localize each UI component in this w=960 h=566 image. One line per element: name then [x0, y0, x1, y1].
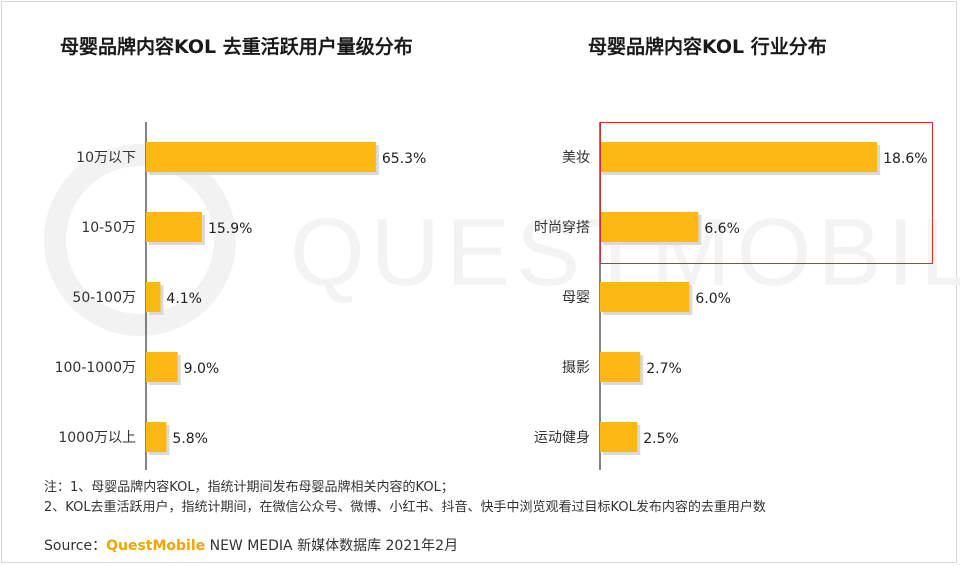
- right-bar-3: [600, 352, 641, 382]
- left-value-label-4: 5.8%: [172, 431, 208, 447]
- right-bar-4: [600, 422, 638, 452]
- right-category-label-4: 运动健身: [534, 430, 590, 446]
- right-category-label-0: 美妆: [562, 150, 590, 166]
- right-chart-title: 母婴品牌内容KOL 行业分布: [588, 36, 827, 58]
- right-value-label-3: 2.7%: [646, 361, 682, 377]
- footnote-1: 注：1、母婴品牌内容KOL，指统计期间发布母婴品牌相关内容的KOL；: [44, 480, 454, 495]
- right-value-label-4: 2.5%: [643, 431, 679, 447]
- left-value-label-2: 4.1%: [166, 291, 202, 307]
- right-category-label-2: 母婴: [562, 290, 590, 306]
- left-bar-4: [146, 422, 167, 452]
- left-chart-title: 母婴品牌内容KOL 去重活跃用户量级分布: [60, 36, 413, 58]
- left-category-label-4: 1000万以上: [58, 430, 136, 446]
- highlight-box: [600, 122, 933, 264]
- right-category-label-3: 摄影: [562, 360, 590, 376]
- left-bar-1: [146, 212, 202, 242]
- right-value-label-0: 18.6%: [883, 151, 927, 167]
- right-bar-1: [600, 212, 699, 242]
- left-category-label-2: 50-100万: [72, 290, 136, 306]
- left-value-label-1: 15.9%: [208, 221, 252, 237]
- footnotes: 注：1、母婴品牌内容KOL，指统计期间发布母婴品牌相关内容的KOL； 2、KOL…: [44, 478, 766, 518]
- left-value-label-3: 9.0%: [184, 361, 220, 377]
- left-category-label-3: 100-1000万: [55, 360, 136, 376]
- source-line: Source：QuestMobile NEW MEDIA 新媒体数据库 2021…: [44, 535, 458, 555]
- left-category-label-0: 10万以下: [76, 150, 136, 166]
- left-bar-3: [146, 352, 178, 382]
- right-category-label-1: 时尚穿搭: [534, 220, 590, 236]
- right-bar-0: [600, 142, 878, 172]
- left-value-label-0: 65.3%: [382, 151, 426, 167]
- right-value-label-1: 6.6%: [704, 221, 740, 237]
- left-category-label-1: 10-50万: [81, 220, 136, 236]
- right-bar-2: [600, 282, 690, 312]
- source-rest: NEW MEDIA 新媒体数据库 2021年2月: [205, 538, 459, 554]
- right-value-label-2: 6.0%: [695, 291, 731, 307]
- source-brand: QuestMobile: [106, 538, 206, 554]
- left-bar-0: [146, 142, 376, 172]
- source-prefix: Source：: [44, 538, 107, 554]
- footnote-2: 2、KOL去重活跃用户，指统计期间，在微信公众号、微博、小红书、抖音、快手中浏览…: [44, 500, 766, 515]
- left-bar-2: [146, 282, 161, 312]
